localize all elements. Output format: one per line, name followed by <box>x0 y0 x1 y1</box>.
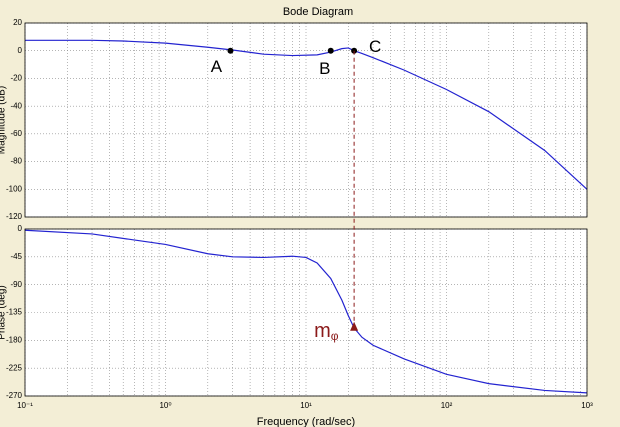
x-tick-label: 10¹ <box>300 401 312 410</box>
y-axis-label: Magnitude (dB) <box>0 86 8 154</box>
y-tick-label: 20 <box>13 18 22 27</box>
y-tick-label: -225 <box>6 363 23 372</box>
plot-area <box>25 23 587 217</box>
y-tick-label: -45 <box>10 252 22 261</box>
y-tick-label: 0 <box>18 46 23 55</box>
annotation-label: B <box>319 59 330 78</box>
plot-frame <box>24 22 588 218</box>
y-tick-label: -180 <box>6 335 23 344</box>
y-tick-label: -80 <box>10 157 22 166</box>
x-tick-label: 10³ <box>581 401 593 410</box>
y-tick-label: -100 <box>6 184 23 193</box>
annotation-point <box>327 47 334 54</box>
x-tick-label: 10⁻¹ <box>17 401 33 410</box>
margin-label-main: m <box>314 320 331 342</box>
y-tick-label: -270 <box>6 391 23 400</box>
x-axis-label: Frequency (rad/sec) <box>257 416 355 427</box>
plot-frame <box>24 228 588 397</box>
y-tick-label: 0 <box>18 224 23 233</box>
series-line <box>25 39 588 190</box>
margin-label: mφ <box>314 320 339 343</box>
annotation-point <box>227 47 234 54</box>
y-tick-label: -40 <box>10 101 22 110</box>
y-tick-label: -135 <box>6 308 23 317</box>
x-tick-label: 10² <box>441 401 453 410</box>
y-tick-label: -120 <box>6 212 23 221</box>
y-tick-label: -60 <box>10 129 22 138</box>
y-tick-label: -20 <box>10 74 22 83</box>
chart-title: Bode Diagram <box>283 6 353 18</box>
margin-label-subscript: φ <box>331 329 339 343</box>
x-tick-label: 10⁰ <box>159 401 171 410</box>
margin-arrow <box>350 321 359 331</box>
annotation-label: C <box>369 37 381 56</box>
y-tick-label: -90 <box>10 280 22 289</box>
annotation-label: A <box>211 57 223 76</box>
y-axis-label: Phase (deg) <box>0 285 8 339</box>
series-line <box>24 229 588 394</box>
